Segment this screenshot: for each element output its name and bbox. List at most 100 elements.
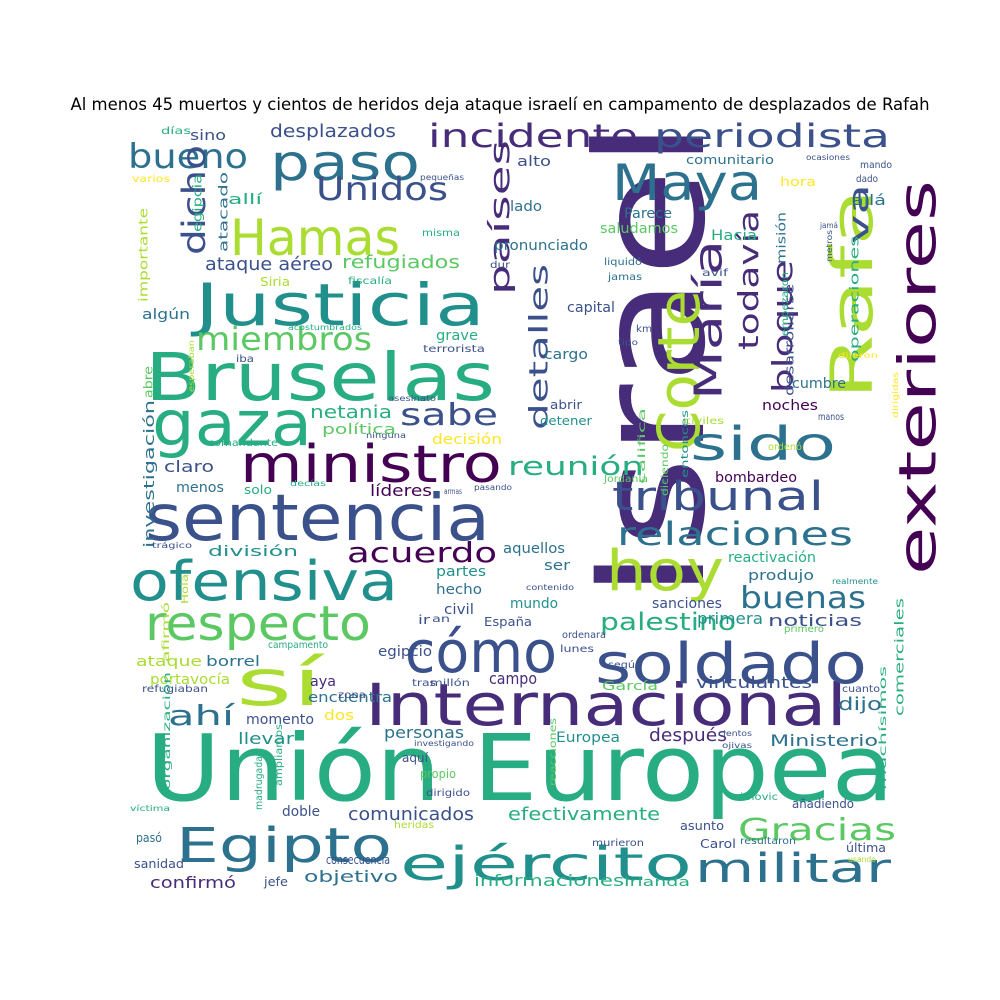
word-investigacion: investigación xyxy=(142,400,158,548)
word-vinculantes: vinculantes xyxy=(696,673,812,692)
word-mision: misión xyxy=(774,212,788,264)
word-detener: detener xyxy=(540,414,592,428)
word-despues: después xyxy=(649,725,727,746)
word-muchisimos: muchísimos xyxy=(877,666,889,790)
word-reunion: reunión xyxy=(508,452,644,482)
word-cuanto: cuanto xyxy=(842,684,880,695)
word-bombardeo: bombardeo xyxy=(715,470,797,486)
word-bruselas: Bruselas xyxy=(145,339,495,416)
word-alla: allá xyxy=(852,193,886,209)
word-dos: dos xyxy=(324,708,354,724)
word-siria: Siria xyxy=(260,275,290,289)
word-doble: doble xyxy=(282,804,320,820)
word-hoy: hoy xyxy=(606,539,724,604)
word-primera: primera xyxy=(697,609,763,628)
word-simovic: simovic xyxy=(734,792,778,803)
word-sentencia: sentencia xyxy=(145,482,490,556)
word-paises: países xyxy=(483,140,516,295)
word-terrorista: terrorista xyxy=(423,344,485,355)
word-gaza: gaza xyxy=(152,387,312,460)
word-ir: ir xyxy=(418,613,430,627)
word-tras: tras xyxy=(412,678,436,689)
word-dijeron: dijeron xyxy=(838,351,878,360)
word-tribunal: tribunal xyxy=(612,474,824,520)
word-politica: política xyxy=(322,422,396,438)
word-netania: netania xyxy=(310,402,392,423)
word-relaciones: relaciones xyxy=(617,515,853,553)
word-produjo: produjo xyxy=(748,568,814,584)
word-alli: allí xyxy=(228,192,264,208)
word-cargo: cargo xyxy=(544,347,588,363)
word-decision: decisión xyxy=(432,432,502,448)
word-solo: solo xyxy=(244,483,272,497)
word-cumbre: cumbre xyxy=(792,376,846,392)
word-portavocia: portavocía xyxy=(150,672,230,688)
word-soldado: soldado xyxy=(595,632,867,697)
word-desarrollarse: desarrollarse xyxy=(782,284,796,396)
word-grave: grave xyxy=(436,328,478,344)
word-consecuencia: consecuencia xyxy=(326,853,390,867)
word-pasando: pasando xyxy=(474,483,512,492)
word-europea: Europea xyxy=(556,730,620,746)
word-comunitario: comunitario xyxy=(686,153,774,167)
word-comandante: comandante xyxy=(208,438,278,449)
word-egipcia: egipcia xyxy=(190,174,204,232)
word-unidos: Unidos xyxy=(316,170,448,208)
word-manos: manos xyxy=(818,412,844,423)
word-iba: iba xyxy=(236,354,254,365)
word-ninguna: ninguna xyxy=(366,431,406,440)
word-asunto: asunto xyxy=(680,819,724,833)
word-hora: hora xyxy=(780,175,816,189)
word-abrir: abrir xyxy=(550,398,582,412)
word-hacia: Hacia xyxy=(711,228,757,244)
word-parece: Parece xyxy=(624,206,672,222)
word-algun: algún xyxy=(142,307,190,323)
word-como: cómo xyxy=(405,618,557,686)
word-asesinato: asesinato xyxy=(388,394,436,403)
word-ampliamos: ampliamos xyxy=(274,724,285,786)
word-afirmo: afirmó xyxy=(160,602,172,662)
word-refugiados: refugiados xyxy=(342,252,460,273)
word-misma: misma xyxy=(422,228,460,239)
word-hola: Hola xyxy=(180,574,191,604)
word-bloque: bloque xyxy=(766,260,799,393)
word-comerciales: comerciales xyxy=(892,598,906,716)
word-borrel: borrel xyxy=(206,654,260,670)
word-atacado: atacado xyxy=(216,172,230,252)
word-corte: Corte xyxy=(645,290,713,452)
word-todavia: todavía xyxy=(732,210,765,350)
word-tipo: tipo xyxy=(618,338,638,347)
word-ser: ser xyxy=(544,558,570,574)
word-momento: momento xyxy=(246,712,314,728)
word-militar: militar xyxy=(695,846,892,892)
word-ocasiones: ocasiones xyxy=(806,153,850,162)
word-union-europea: Unión Europea xyxy=(146,715,894,822)
word-importante: importante xyxy=(136,208,150,302)
word-detalles: detalles xyxy=(524,264,554,430)
word-victima: víctima xyxy=(130,804,170,813)
word-metros: metros xyxy=(825,230,834,262)
word-rafa: Rafa xyxy=(818,188,886,400)
word-espana: España xyxy=(484,615,532,629)
word-dirigidas: dirigidas xyxy=(891,372,900,418)
word-ataque: ataque xyxy=(136,654,202,670)
word-jefe: jefe xyxy=(263,875,288,889)
word-encuentra: encuentra xyxy=(308,690,392,706)
word-respecto: respecto xyxy=(145,596,371,652)
word-ofensiva: ofensiva xyxy=(130,550,398,613)
word-liquido: liquidó xyxy=(604,256,642,268)
chart-title: Al menos 45 muertos y cientos de heridos… xyxy=(70,95,930,114)
word-sido: sido xyxy=(690,417,836,471)
word-empezaron: empezaron xyxy=(780,272,791,336)
word-armas: armas xyxy=(444,487,462,496)
word-ahi: ahí xyxy=(168,699,236,732)
word-civiles: civiles xyxy=(684,416,724,427)
word-exteriores: exteriores xyxy=(889,180,949,575)
word-campamento: campamento xyxy=(268,640,328,651)
word-sino: sino xyxy=(190,128,226,144)
word-entonces: entonces xyxy=(680,410,691,478)
word-ministerio: Ministerio xyxy=(770,731,878,750)
word-maya: Maya xyxy=(612,154,762,212)
word-garcia: García xyxy=(602,679,658,693)
